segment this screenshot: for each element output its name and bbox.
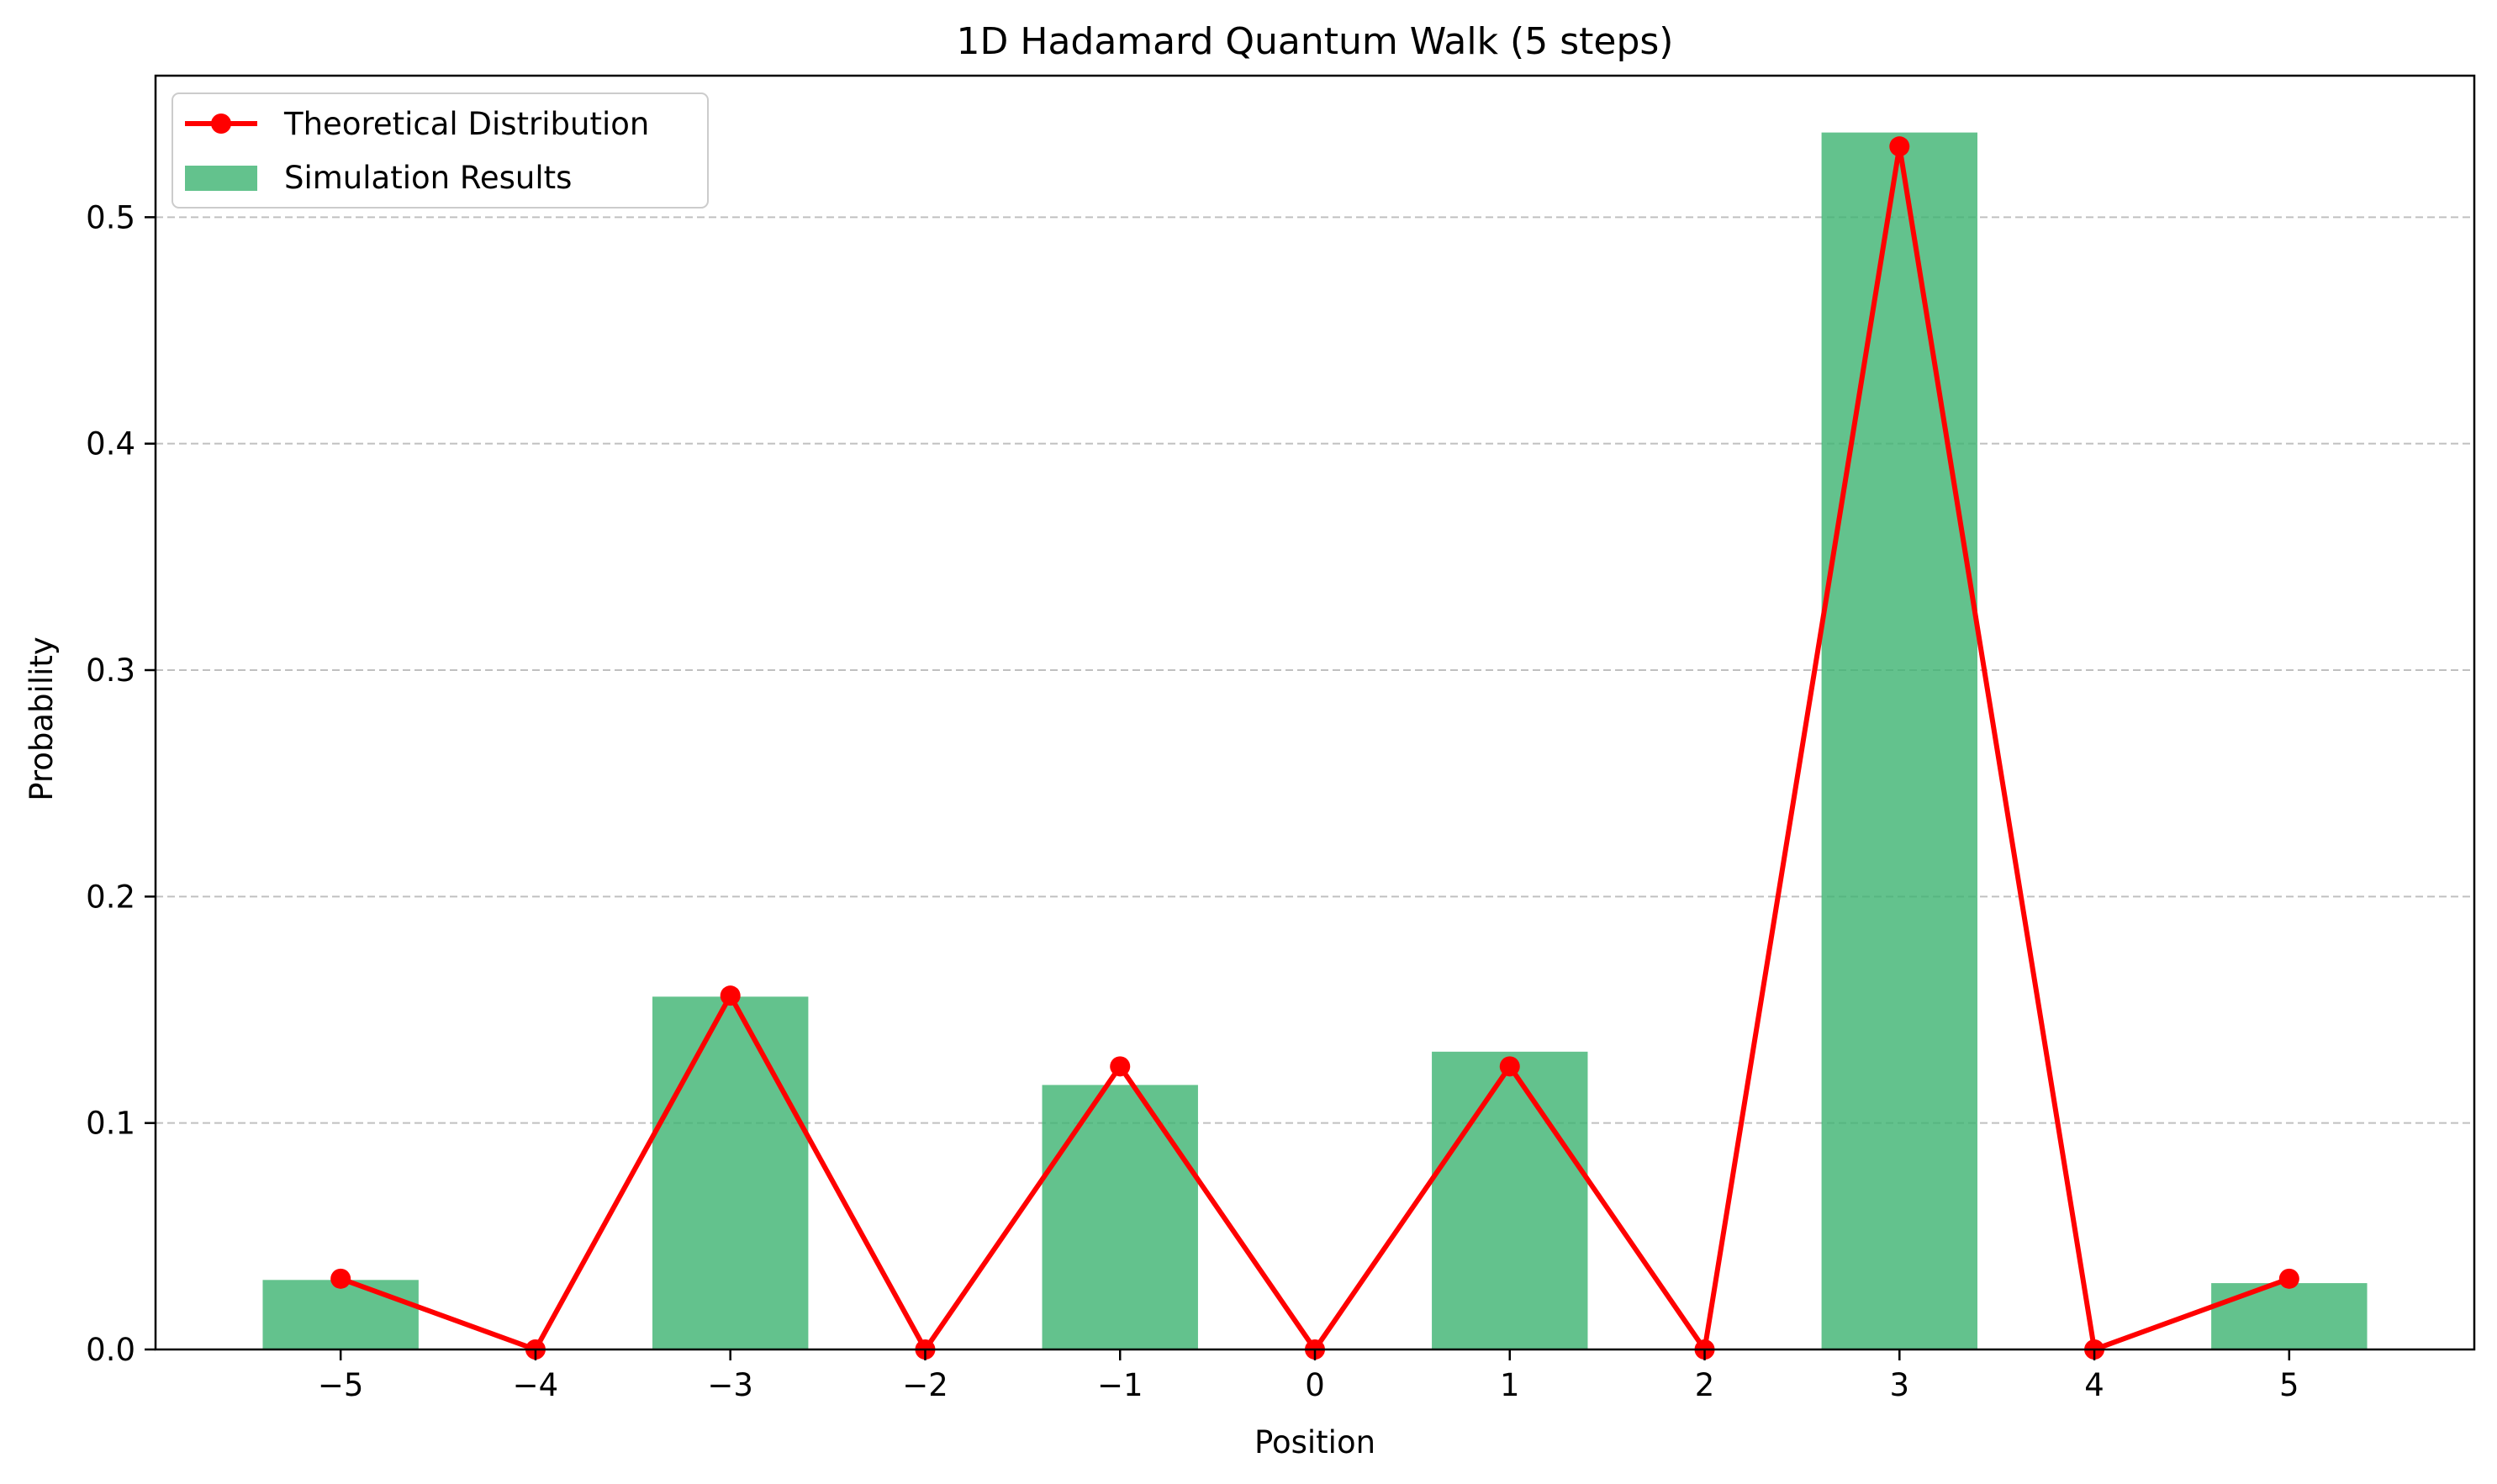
y-tick-label: 0.4 <box>86 426 135 462</box>
legend-label-simulation: Simulation Results <box>284 160 572 196</box>
x-tick-label: 4 <box>2084 1367 2104 1403</box>
bar <box>652 996 809 1349</box>
bar <box>1042 1085 1198 1349</box>
x-tick-label: 1 <box>1500 1367 1520 1403</box>
bar <box>1821 132 1977 1349</box>
y-tick-label: 0.5 <box>86 199 135 235</box>
x-tick-label: 5 <box>2279 1367 2299 1403</box>
bar <box>262 1280 419 1349</box>
line-marker <box>330 1268 351 1289</box>
legend-box <box>172 92 709 209</box>
x-tick-label: −5 <box>318 1367 364 1403</box>
line-marker <box>720 985 741 1006</box>
bar-series <box>262 132 2368 1349</box>
legend-bar-swatch <box>185 166 257 191</box>
x-axis-label: Position <box>1254 1424 1375 1460</box>
y-tick-label: 0.3 <box>86 652 135 689</box>
grid-lines <box>156 216 2474 1124</box>
line-marker <box>1110 1056 1131 1077</box>
y-tick-label: 0.1 <box>86 1106 135 1142</box>
chart-title: 1D Hadamard Quantum Walk (5 steps) <box>957 20 1674 63</box>
y-axis-ticks: 0.0 0.1 0.2 0.3 0.4 0.5 <box>86 199 156 1368</box>
x-tick-label: 0 <box>1305 1367 1325 1403</box>
legend: Theoretical Distribution Simulation Resu… <box>172 92 709 209</box>
bar <box>1432 1051 1588 1349</box>
line-marker <box>1499 1056 1520 1077</box>
x-tick-label: −4 <box>513 1367 559 1403</box>
x-tick-label: −3 <box>707 1367 753 1403</box>
line-marker <box>2278 1268 2299 1289</box>
bar <box>2211 1283 2368 1349</box>
y-tick-label: 0.2 <box>86 879 135 915</box>
x-tick-label: −1 <box>1097 1367 1143 1403</box>
x-tick-label: 3 <box>1890 1367 1910 1403</box>
legend-label-theoretical: Theoretical Distribution <box>283 106 649 142</box>
y-tick-label: 0.0 <box>86 1332 135 1368</box>
legend-marker-swatch <box>211 114 231 134</box>
x-axis-ticks: −5 −4 −3 −2 −1 0 1 2 3 4 5 <box>318 1349 2299 1403</box>
line-marker <box>1889 136 1910 157</box>
y-axis-label: Probability <box>24 636 60 801</box>
x-tick-label: −2 <box>902 1367 948 1403</box>
x-tick-label: 2 <box>1695 1367 1715 1403</box>
